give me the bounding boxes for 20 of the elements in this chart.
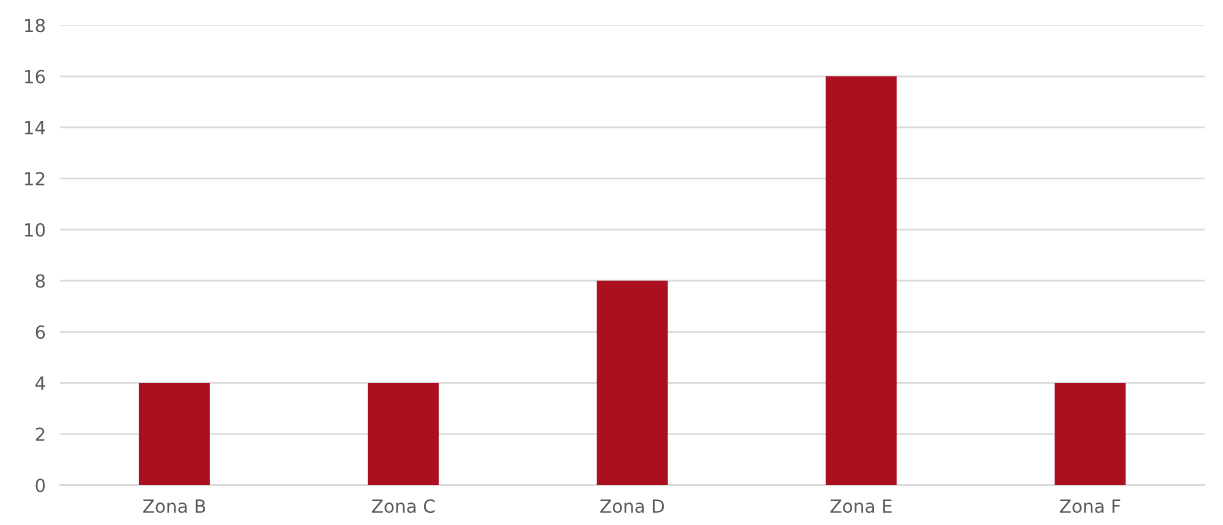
y-tick-label: 2 bbox=[35, 427, 45, 441]
bar bbox=[825, 76, 897, 486]
y-tick-label: 14 bbox=[25, 121, 46, 135]
bar bbox=[1054, 382, 1126, 486]
bar bbox=[596, 280, 668, 486]
x-tick-label: Zona B bbox=[143, 499, 206, 513]
x-tick-label: Zona E bbox=[830, 499, 892, 513]
y-tick-label: 12 bbox=[25, 171, 45, 186]
x-tick-label: Zona C bbox=[372, 499, 435, 513]
y-tick-label: 18 bbox=[25, 18, 45, 33]
y-tick-label: 4 bbox=[35, 376, 46, 390]
y-tick-label: 8 bbox=[35, 274, 45, 288]
x-tick-label: Zona F bbox=[1059, 499, 1121, 513]
y-tick-label: 6 bbox=[35, 325, 45, 339]
y-tick-label: 10 bbox=[25, 223, 45, 237]
y-tick-label: 16 bbox=[25, 69, 45, 84]
x-tick-label: Zona D bbox=[600, 499, 665, 513]
bar bbox=[138, 382, 210, 486]
bar bbox=[367, 382, 439, 486]
y-tick-label: 0 bbox=[35, 478, 45, 493]
